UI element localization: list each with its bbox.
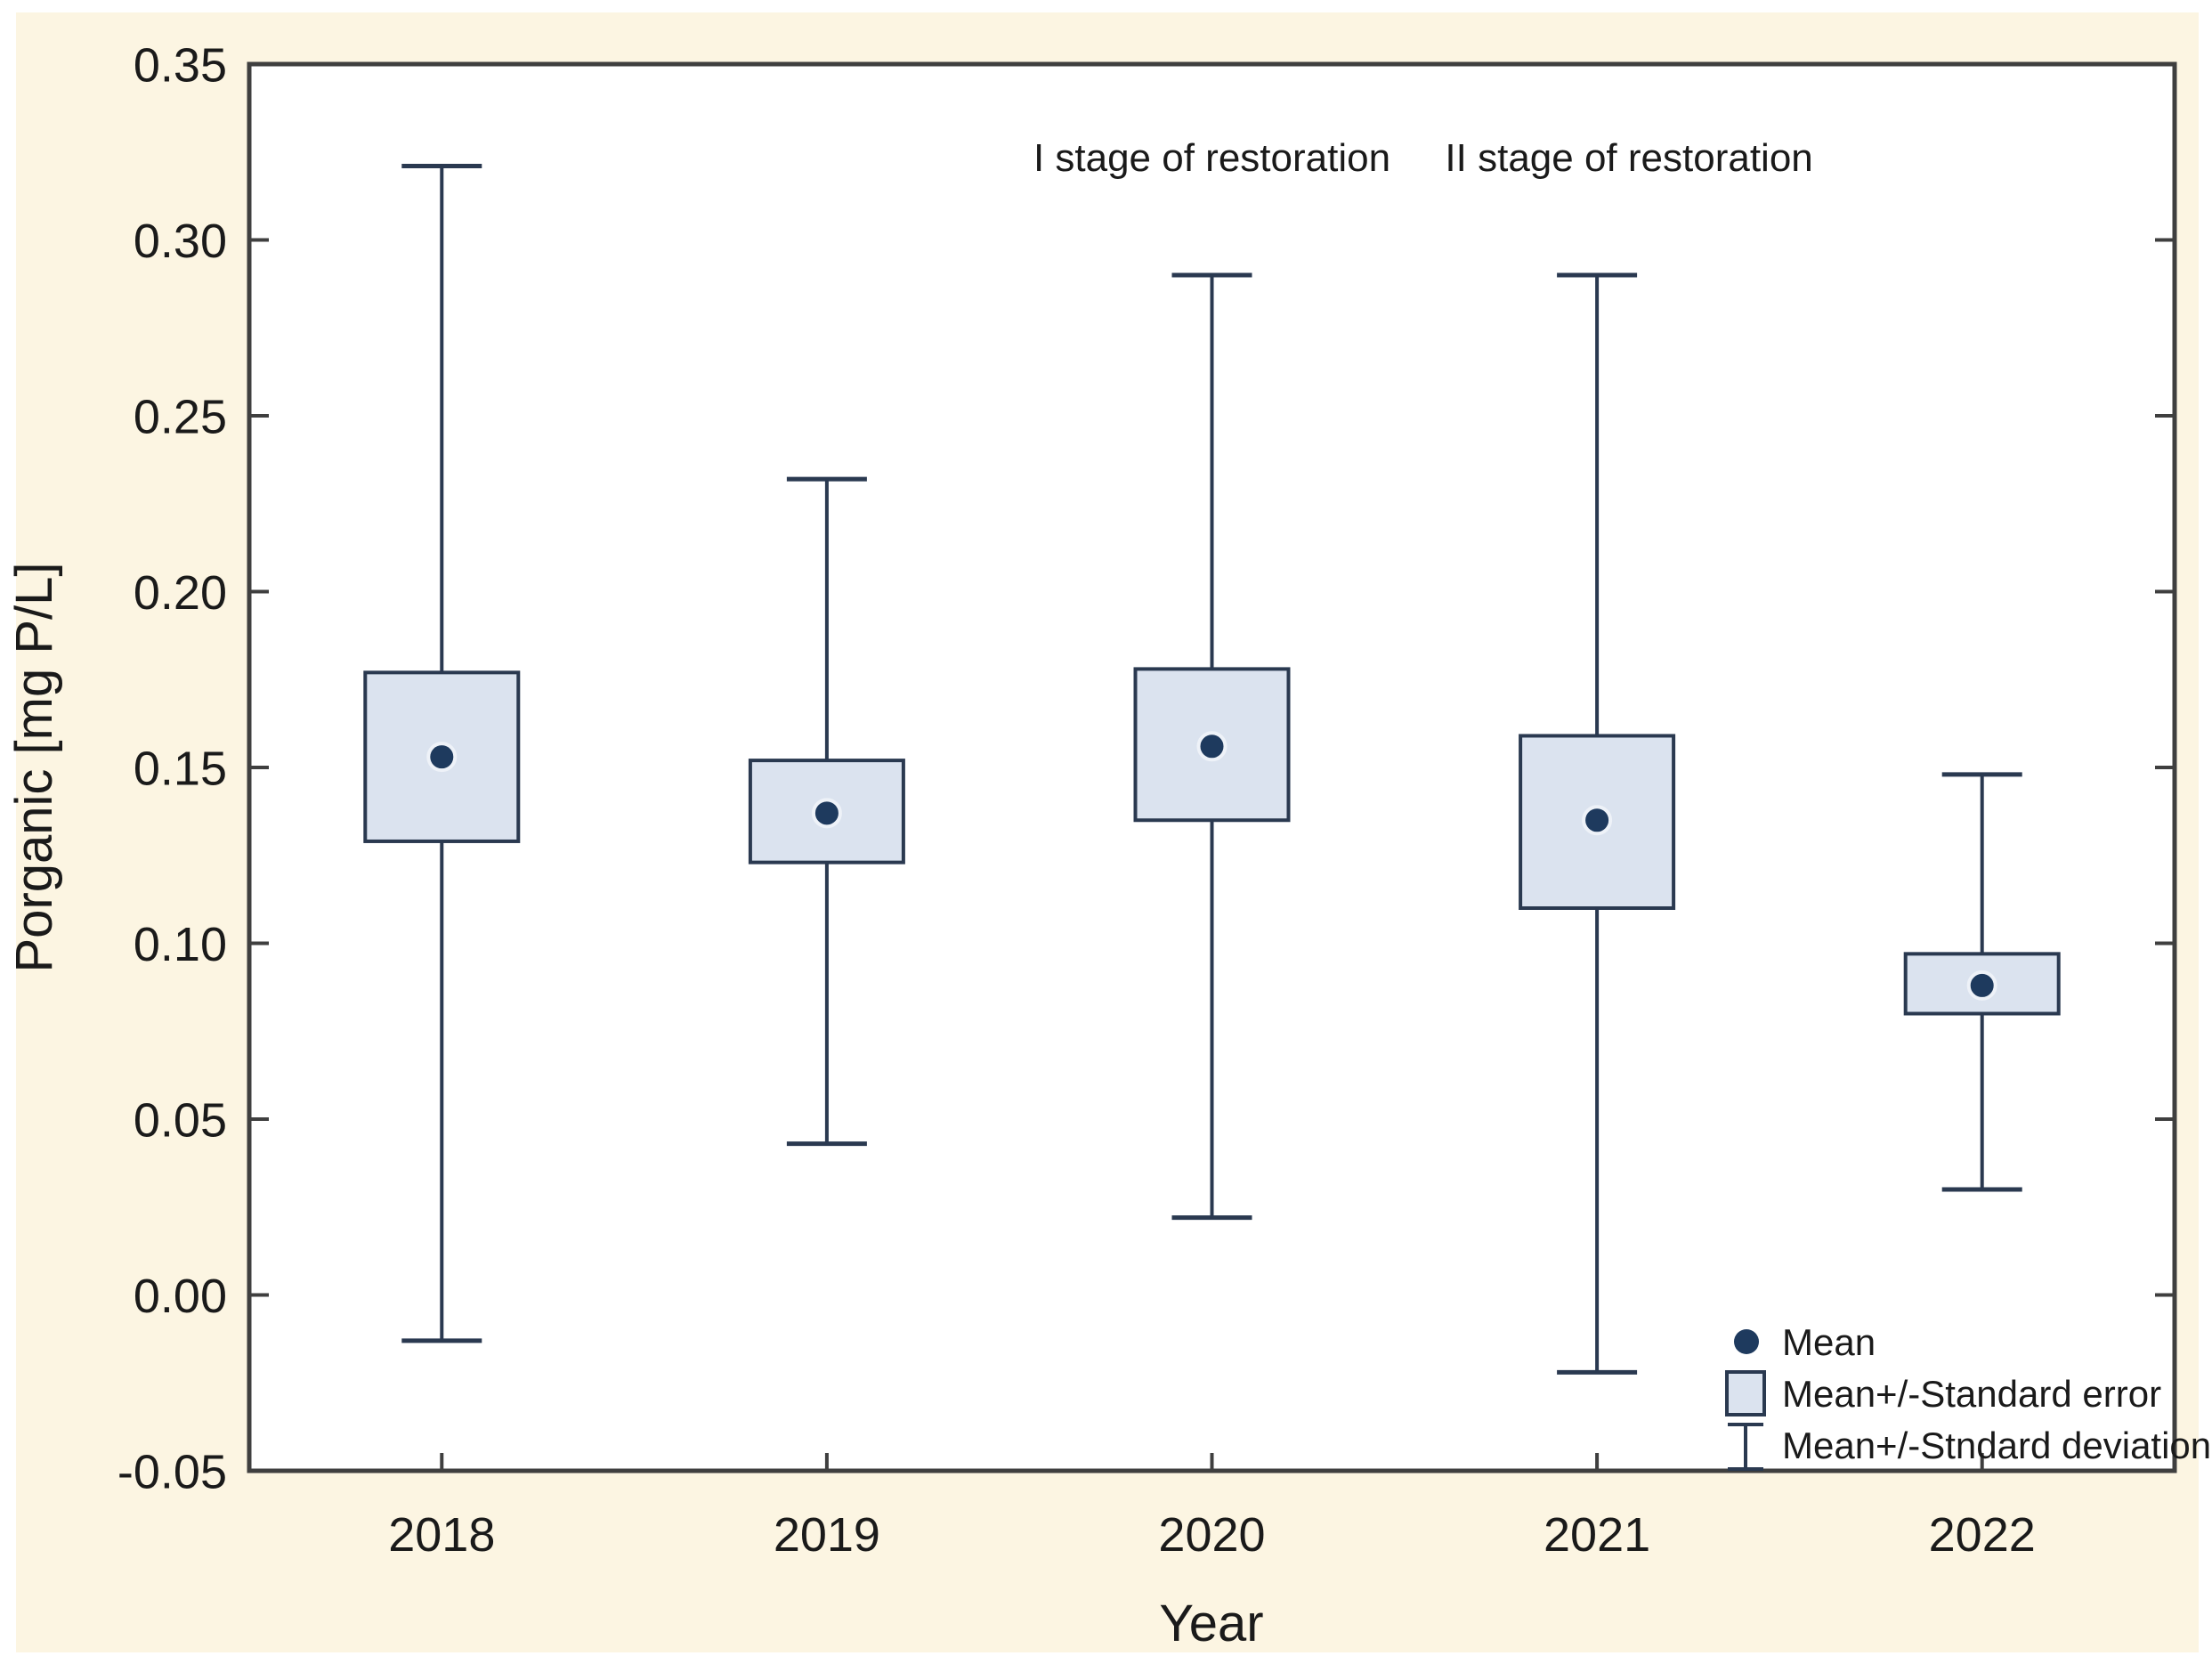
stage-annotations: I stage of restoration II stage of restor… [1033, 136, 1813, 180]
y-tick-label: 0.35 [134, 38, 227, 92]
box-group-2022 [1903, 772, 2061, 1192]
box-group-2020 [1133, 272, 1291, 1221]
mean-dot [811, 798, 842, 829]
se-box-icon [1725, 1370, 1766, 1416]
stage-annotation: II stage of restoration [1445, 136, 1812, 180]
legend: Mean Mean+/-Standard error Mean+/-Stndar… [1725, 1321, 2211, 1471]
legend-item-standard-error: Mean+/-Standard error [1725, 1370, 2161, 1416]
box-group-2019 [748, 476, 905, 1147]
box-group-2018 [363, 164, 521, 1343]
y-tick-label: -0.05 [117, 1445, 227, 1498]
mean-dot [1966, 970, 1997, 1001]
x-axis-ticks: 2018 2019 2020 2021 2022 [388, 1453, 2036, 1562]
y-axis-ticks: 0.35 0.30 0.25 0.20 0.15 0.10 0.05 0.00 -0.05 [117, 38, 2175, 1498]
box-whisker-series [363, 164, 2061, 1375]
x-tick-label: 2018 [388, 1508, 495, 1562]
legend-label: Mean+/-Standard error [1782, 1373, 2161, 1415]
y-tick-label: 0.20 [134, 566, 227, 620]
y-tick-label: 0.25 [134, 390, 227, 443]
mean-dot-icon [1734, 1329, 1759, 1354]
y-axis-title: Porganic [mg P/L] [5, 563, 63, 973]
legend-label: Mean [1782, 1321, 1876, 1363]
standard-error-box [1519, 734, 1676, 911]
y-tick-label: 0.05 [134, 1093, 227, 1147]
y-tick-label: 0.30 [134, 215, 227, 268]
legend-label: Mean+/-Stndard deviation [1782, 1425, 2211, 1466]
mean-dot [426, 742, 458, 773]
x-axis-title: Year [1159, 1595, 1263, 1652]
y-tick-label: 0.00 [134, 1270, 227, 1323]
mean-dot [1196, 731, 1228, 762]
x-tick-label: 2021 [1544, 1508, 1650, 1562]
legend-item-standard-deviation: Mean+/-Stndard deviation [1728, 1423, 2211, 1471]
y-tick-label: 0.10 [134, 918, 227, 971]
box-group-2021 [1519, 272, 1676, 1375]
x-tick-label: 2020 [1158, 1508, 1265, 1562]
legend-item-mean: Mean [1734, 1321, 1876, 1363]
x-tick-label: 2019 [774, 1508, 880, 1562]
stage-annotation: I stage of restoration [1033, 136, 1390, 180]
y-tick-label: 0.15 [134, 742, 227, 795]
mean-dot [1582, 805, 1613, 836]
x-tick-label: 2022 [1929, 1508, 2036, 1562]
